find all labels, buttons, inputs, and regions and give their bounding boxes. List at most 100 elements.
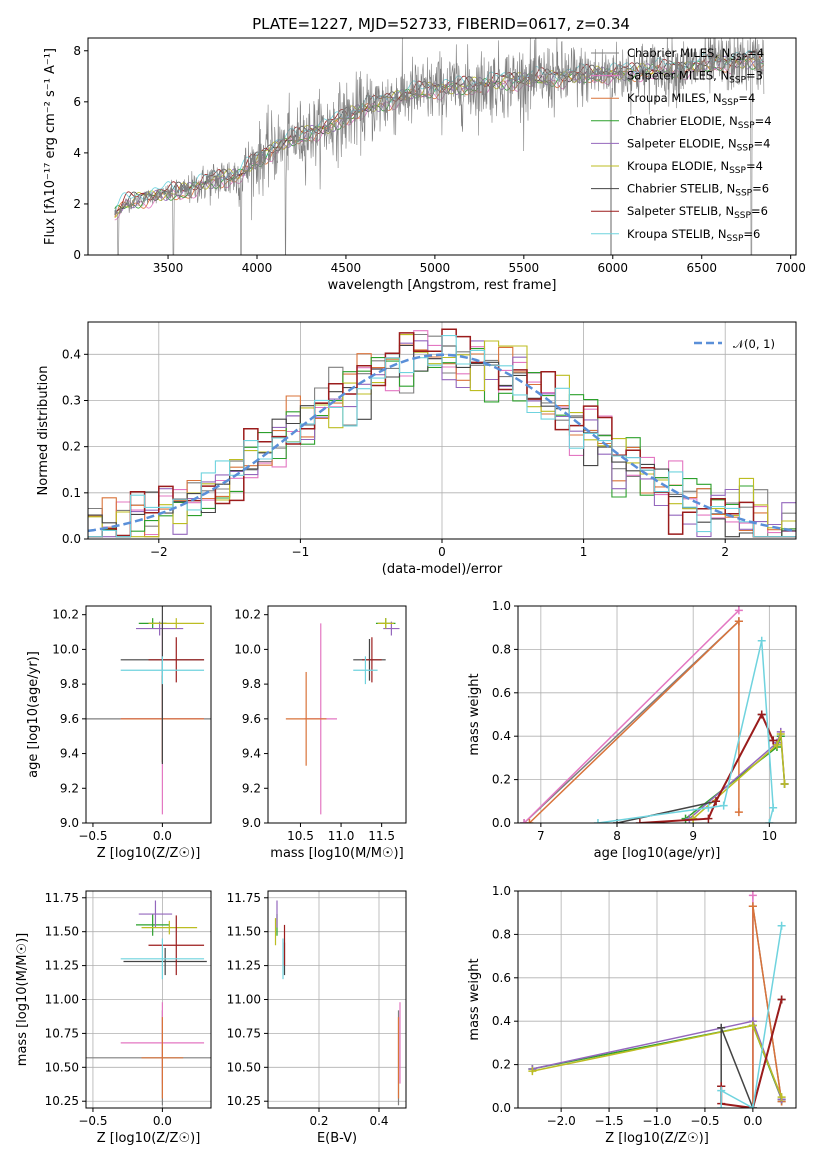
y-tick-label: 11.00 <box>227 993 261 1007</box>
y-tick-label: 0.2 <box>62 440 81 454</box>
y-tick-label: 9.6 <box>60 712 79 726</box>
y-tick-label: 9.8 <box>242 677 261 691</box>
y-tick-label: 0.0 <box>492 816 511 830</box>
x-tick-label: 11.0 <box>328 829 355 843</box>
x-axis-label: E(B-V) <box>317 1131 357 1146</box>
x-tick-label: 0.0 <box>153 829 172 843</box>
legend-entry: Kroupa STELIB, NSSP=6 <box>627 227 760 244</box>
data-spectrum <box>114 38 765 255</box>
weight-marker-kroupa_miles <box>734 617 743 626</box>
y-tick-label: 9.4 <box>242 747 261 761</box>
plot-area <box>114 38 765 255</box>
y-axis-label: age [log10(age/yr)] <box>26 651 41 778</box>
x-tick-label: −2.0 <box>547 1114 576 1128</box>
plot-area <box>528 891 786 1108</box>
legend-entry: Chabrier ELODIE, NSSP=4 <box>627 114 772 131</box>
y-tick-label: 0.4 <box>492 1014 511 1028</box>
chart-title: PLATE=1227, MJD=52733, FIBERID=0617, z=0… <box>252 15 630 33</box>
weight-marker-kroupa_stelib <box>719 801 728 810</box>
x-tick-label: 11.5 <box>368 829 395 843</box>
panel-1: −2 −1 0 1 2 0.0 0.1 0.2 0.3 0.4 (data-model)/error… <box>36 321 797 577</box>
plot-area <box>285 618 400 815</box>
y-tick-label: 10.50 <box>227 1060 261 1074</box>
y-tick-label: 0.1 <box>62 486 81 500</box>
y-axis-label: mass weight <box>467 673 482 755</box>
weight-marker-salpeter_stelib <box>769 736 778 745</box>
legend-entry: Kroupa MILES, NSSP=4 <box>627 91 755 108</box>
y-tick-label: 10.0 <box>52 642 79 656</box>
legend-entry: Chabrier STELIB, NSSP=6 <box>627 182 769 199</box>
y-tick-label: 11.50 <box>45 925 79 939</box>
y-tick-label: 1.0 <box>492 884 511 898</box>
y-tick-label: 0.4 <box>492 729 511 743</box>
legend: 𝒩(0, 1) <box>694 337 775 351</box>
x-tick-label: 4000 <box>242 261 273 275</box>
x-tick-label: 10 <box>762 829 777 843</box>
weight-marker-salpeter_stelib <box>635 819 644 823</box>
weight-line-salpeter_stelib <box>720 999 783 1108</box>
weight-line-kroupa_elodie <box>692 733 786 820</box>
x-tick-label: −0.5 <box>78 1114 107 1128</box>
x-tick-label: −0.5 <box>690 1114 719 1128</box>
legend-entry: Kroupa ELODIE, NSSP=4 <box>627 159 763 176</box>
weight-marker-kroupa_stelib <box>757 636 766 645</box>
y-tick-label: 11.75 <box>45 891 79 905</box>
y-tick-label: 9.4 <box>60 747 79 761</box>
weight-marker-chabrier_stelib <box>717 1023 726 1032</box>
legend-entry: Salpeter STELIB, NSSP=6 <box>627 204 768 221</box>
x-tick-label: −1 <box>292 545 310 559</box>
weight-marker-kroupa_elodie <box>780 779 789 788</box>
panel-7: −2.0 −1.5 −1.0 −0.5 0.0 0.0 0.2 0.4 0.6 0.8 1.0 Z [… <box>467 884 797 1146</box>
x-tick-label: 0 <box>438 545 446 559</box>
y-axis-label: mass weight <box>467 958 482 1040</box>
y-tick-label: 0.2 <box>492 1058 511 1072</box>
y-axis-label: Normed distribution <box>36 366 51 496</box>
weight-marker-kroupa_elodie <box>777 1093 786 1102</box>
y-tick-label: 8 <box>73 44 81 58</box>
weight-line-kroupa_stelib <box>720 925 783 1108</box>
x-tick-label: 0.0 <box>153 1114 172 1128</box>
y-tick-label: 11.25 <box>227 959 261 973</box>
weight-marker-kroupa_stelib <box>777 921 786 930</box>
weight-line-chabrier_stelib <box>720 999 783 1108</box>
weight-marker-kroupa_stelib <box>765 819 774 823</box>
x-tick-label: 8 <box>613 829 621 843</box>
weight-marker-kroupa_stelib <box>593 819 602 823</box>
weight-marker-kroupa_miles <box>748 902 757 911</box>
panel-3: 10.5 11.0 11.5 9.0 9.2 9.4 9.6 9.8 10.0 10.2 mass … <box>234 605 407 861</box>
plot-area <box>274 900 401 1106</box>
weight-line-salpeter_miles <box>523 609 740 823</box>
y-tick-label: 11.50 <box>227 925 261 939</box>
x-tick-label: 7 <box>537 829 545 843</box>
weight-marker-kroupa_elodie <box>776 730 785 739</box>
y-tick-label: 10.50 <box>45 1060 79 1074</box>
weight-marker-salpeter_stelib <box>712 797 721 806</box>
x-tick-label: 2 <box>721 545 729 559</box>
y-tick-label: 10.75 <box>227 1026 261 1040</box>
y-tick-label: 9.2 <box>242 781 261 795</box>
normal-curve <box>88 353 794 533</box>
legend-entry: Salpeter MILES, NSSP=3 <box>627 69 763 86</box>
legend-entry: Chabrier MILES, NSSP=4 <box>627 46 764 63</box>
x-axis-label: Z [log10(Z/Z☉)] <box>97 846 201 861</box>
weight-marker-kroupa_stelib <box>717 1086 726 1095</box>
plot-area <box>86 900 211 1106</box>
plot-area <box>520 606 789 823</box>
hist-kroupa_stelib <box>88 335 796 538</box>
y-tick-label: 11.75 <box>227 891 261 905</box>
plot-area <box>88 328 796 538</box>
x-tick-label: 1 <box>580 545 588 559</box>
axes-frame <box>85 605 212 824</box>
x-tick-label: −0.5 <box>78 829 107 843</box>
x-tick-label: 10.5 <box>287 829 314 843</box>
x-axis-label: mass [log10(M/M☉)] <box>270 846 403 861</box>
weight-marker-kroupa_stelib <box>704 803 713 812</box>
y-axis-label: mass [log10(M/M☉)] <box>15 933 30 1066</box>
x-tick-label: 5500 <box>509 261 540 275</box>
y-tick-label: 0.6 <box>492 971 511 985</box>
weight-marker-kroupa_stelib <box>769 803 778 812</box>
y-tick-label: 6 <box>73 95 81 109</box>
y-tick-label: 0.2 <box>492 773 511 787</box>
y-tick-label: 10.25 <box>45 1094 79 1108</box>
